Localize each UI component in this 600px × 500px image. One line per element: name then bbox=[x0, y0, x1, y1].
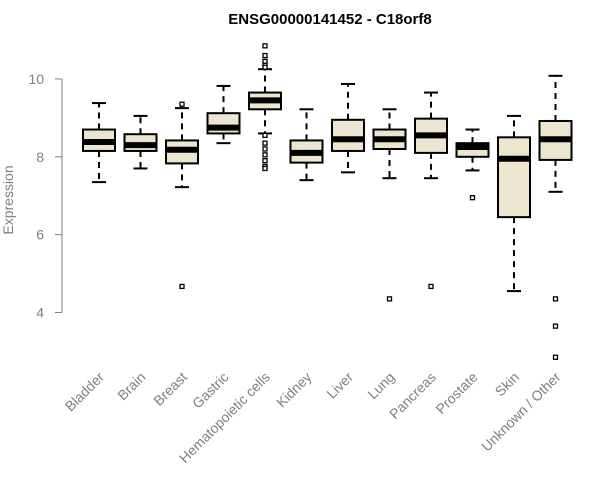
box-prostate bbox=[455, 128, 490, 201]
boxes bbox=[82, 43, 573, 360]
box-bladder bbox=[82, 102, 116, 184]
outlier-point bbox=[179, 283, 185, 290]
box-hematopoietic-cells bbox=[248, 43, 282, 172]
outlier-point bbox=[262, 146, 268, 152]
outlier-point bbox=[262, 158, 268, 164]
outlier-point bbox=[262, 140, 268, 146]
x-tick-label: Skin bbox=[492, 369, 523, 400]
y-tick-label: 4 bbox=[36, 305, 44, 321]
box-iqr bbox=[497, 136, 531, 219]
x-tick-label: Brain bbox=[114, 369, 148, 403]
y-tick-label: 6 bbox=[36, 227, 44, 243]
y-tick-label: 10 bbox=[28, 71, 44, 87]
x-tick-label: Breast bbox=[150, 369, 190, 409]
outlier-point bbox=[262, 43, 268, 49]
box-breast bbox=[165, 101, 199, 290]
x-tick-label: Unknown / Other bbox=[478, 369, 564, 455]
box-kidney bbox=[289, 108, 324, 182]
box-lung bbox=[372, 108, 407, 302]
outlier-point bbox=[262, 165, 268, 172]
outlier-point bbox=[262, 64, 268, 70]
outlier-point bbox=[552, 296, 559, 302]
outlier-point bbox=[428, 283, 434, 290]
box-iqr bbox=[331, 118, 365, 152]
box-skin bbox=[497, 114, 531, 293]
outlier-point bbox=[262, 52, 268, 59]
chart-title: ENSG00000141452 - C18orf8 bbox=[228, 11, 431, 28]
outlier-point bbox=[552, 354, 559, 360]
y-axis-label: Expression bbox=[0, 165, 16, 234]
y-axis-ticks: 4 6 8 10 bbox=[28, 71, 62, 321]
outlier-point bbox=[469, 195, 476, 201]
x-tick-label: Prostate bbox=[432, 369, 480, 417]
x-tick-label: Bladder bbox=[62, 369, 108, 415]
x-tick-label: Kidney bbox=[273, 369, 315, 411]
outlier-point bbox=[386, 296, 393, 302]
outlier-point bbox=[262, 152, 268, 158]
box-gastric bbox=[206, 84, 241, 145]
outlier-point bbox=[179, 101, 185, 107]
box-brain bbox=[123, 114, 158, 170]
x-tick-label: Liver bbox=[323, 369, 356, 402]
y-tick-label: 8 bbox=[36, 149, 44, 165]
box-liver bbox=[331, 82, 365, 174]
box-pancreas bbox=[414, 91, 448, 290]
x-tick-label: Lung bbox=[364, 369, 397, 402]
outlier-point bbox=[262, 132, 268, 139]
box-unknown-other bbox=[538, 74, 573, 360]
outlier-point bbox=[552, 323, 559, 329]
